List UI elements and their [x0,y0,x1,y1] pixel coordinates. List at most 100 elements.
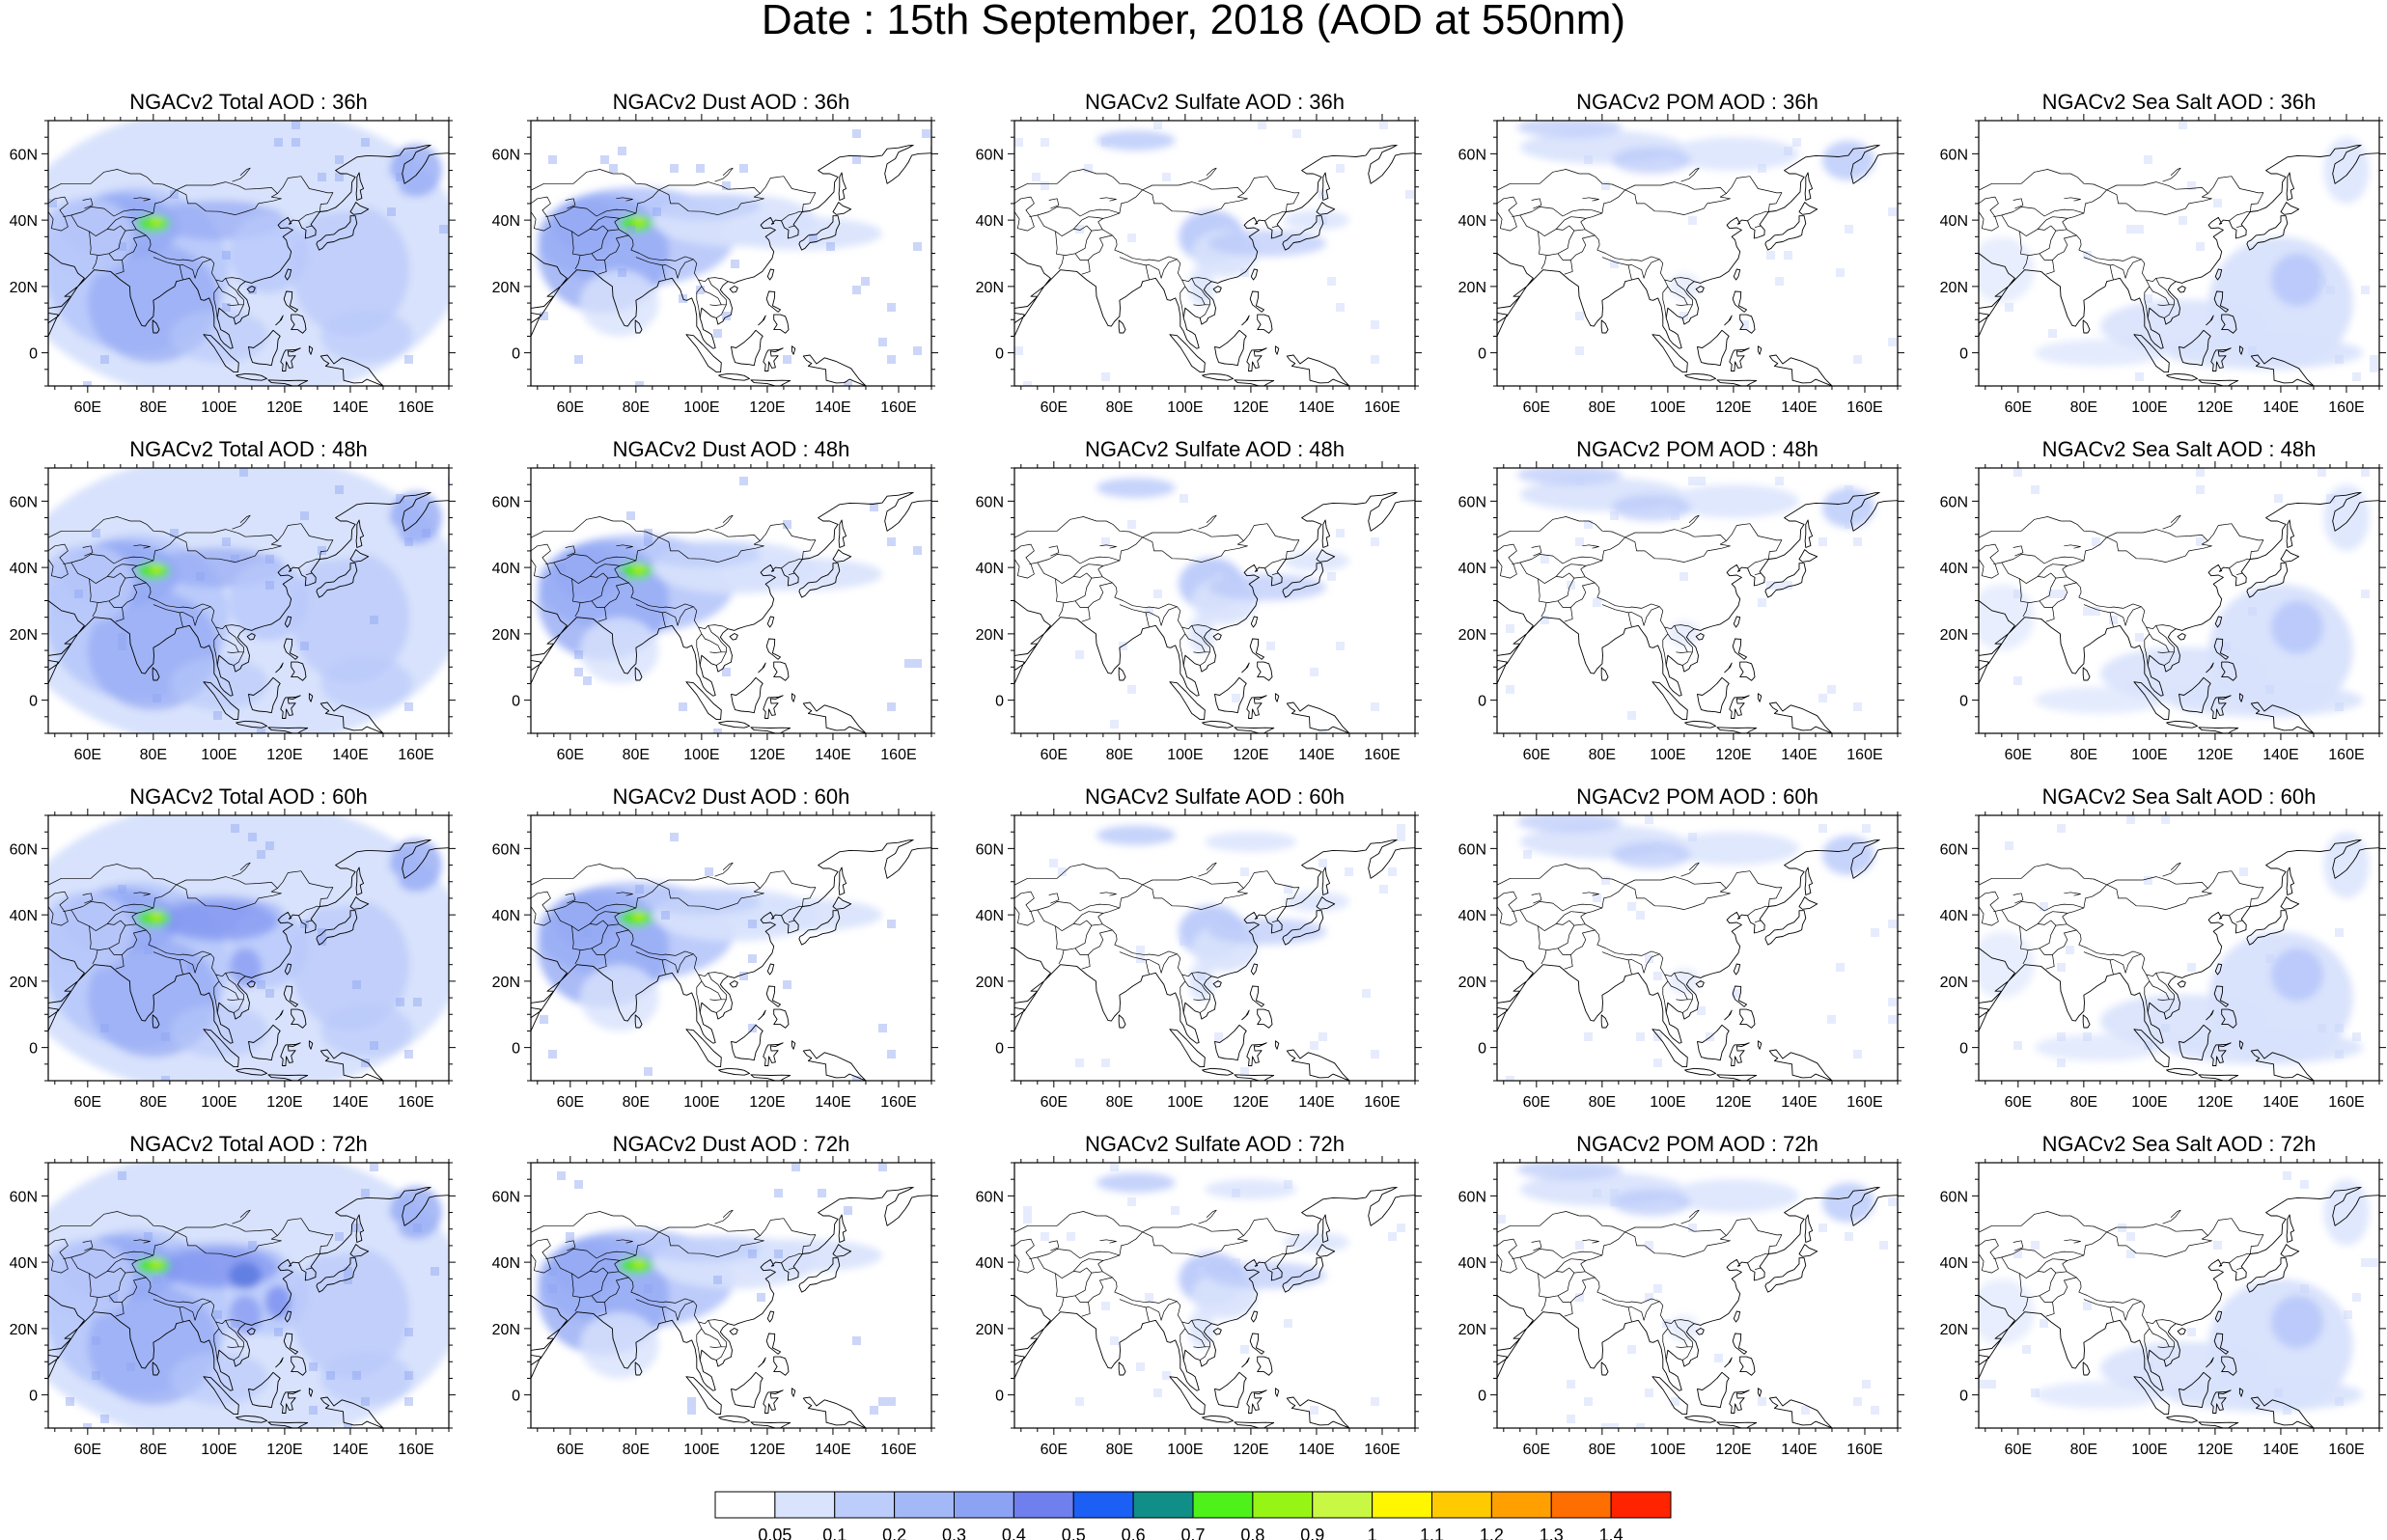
lon-tick-label: 80E [623,747,650,763]
lat-tick-label: 40N [492,1255,520,1272]
lon-tick-label: 140E [332,747,368,763]
lon-tick-label: 140E [1781,747,1817,763]
lat-tick-label: 20N [1940,975,1968,991]
panel-title: NGACv2 Dust AOD : 48h [613,437,850,461]
lat-tick-label: 60N [492,494,520,510]
lat-tick-label: 60N [1940,147,1968,163]
panel-title: NGACv2 Sulfate AOD : 36h [1085,90,1345,114]
lat-tick-label: 60N [10,147,38,163]
lat-tick-label: 20N [1458,627,1486,644]
colorbar-label: 1.4 [1599,1526,1624,1540]
lon-tick-label: 160E [880,399,916,416]
figure-title: Date : 15th September, 2018 (AOD at 550n… [761,0,1626,43]
lon-tick-label: 100E [1650,1094,1685,1111]
coastline-layer [1497,144,1898,386]
lat-tick-label: 20N [1458,1322,1486,1338]
lat-tick-label: 60N [10,1189,38,1205]
colorbar-swatch [1013,1491,1074,1519]
panel-title: NGACv2 Total AOD : 60h [129,784,368,809]
lon-tick-label: 160E [2328,399,2364,416]
lon-tick-label: 140E [815,1094,850,1111]
lon-tick-label: 140E [2262,399,2298,416]
panel-title: NGACv2 Sea Salt AOD : 36h [2042,90,2317,114]
coastline-layer [48,144,449,386]
lon-tick-label: 120E [266,399,302,416]
panel-title: NGACv2 POM AOD : 60h [1576,784,1818,809]
colorbar-label: 0.05 [758,1526,791,1540]
colorbar-swatch [1431,1491,1492,1519]
lon-tick-label: 100E [201,1442,236,1458]
lat-tick-label: 20N [492,1322,520,1338]
lon-tick-label: 160E [880,1094,916,1111]
lat-tick-label: 40N [492,561,520,577]
colorbar-label: 1.1 [1420,1526,1444,1540]
lat-tick-label: 40N [1940,213,1968,230]
lat-tick-label: 40N [492,908,520,924]
lon-tick-label: 140E [815,399,850,416]
lon-tick-label: 160E [880,747,916,763]
lon-tick-label: 140E [1298,1094,1334,1111]
lon-tick-label: 80E [2070,747,2097,763]
lon-tick-label: 100E [2131,1442,2167,1458]
lat-tick-label: 20N [1458,975,1486,991]
lat-tick-label: 0 [1959,1041,1968,1058]
lat-tick-label: 60N [976,147,1004,163]
lat-tick-label: 20N [10,975,38,991]
colorbar-label: 0.2 [882,1526,906,1540]
lat-tick-label: 20N [1940,280,1968,296]
lat-tick-label: 0 [1959,694,1968,710]
lon-tick-label: 140E [2262,1094,2298,1111]
colorbar-label: 0.5 [1062,1526,1086,1540]
lon-tick-label: 160E [2328,1442,2364,1458]
lat-tick-label: 0 [29,1389,38,1405]
lon-tick-label: 80E [2070,399,2097,416]
map-panel-dust-72h: NGACv2 Dust AOD : 72h 60E 80E 100E 120E 140E 1… [492,1132,938,1458]
lon-tick-label: 120E [2197,747,2233,763]
lon-tick-label: 100E [2131,1094,2167,1111]
lon-tick-label: 80E [1106,399,1133,416]
lon-tick-label: 100E [1167,1094,1203,1111]
lat-tick-label: 40N [1458,1255,1486,1272]
lon-tick-label: 60E [557,747,584,763]
lon-tick-label: 60E [1523,1094,1550,1111]
coastline-layer [1497,839,1898,1081]
lat-tick-label: 60N [1458,494,1486,510]
lon-tick-label: 60E [2005,1442,2032,1458]
lon-tick-label: 60E [557,1094,584,1111]
lon-tick-label: 80E [1589,399,1616,416]
map-panel-dust-36h: NGACv2 Dust AOD : 36h 60E 80E 100E 120E 140E 1… [492,90,938,416]
lon-tick-label: 100E [1167,1442,1203,1458]
panel-title: NGACv2 POM AOD : 36h [1576,90,1818,114]
lon-tick-label: 160E [2328,747,2364,763]
lon-tick-label: 120E [2197,1094,2233,1111]
coastline-layer [48,839,449,1081]
panel-title: NGACv2 Sea Salt AOD : 48h [2042,437,2317,461]
lon-tick-label: 120E [749,399,785,416]
lat-tick-label: 0 [1959,1389,1968,1405]
lon-tick-label: 160E [398,747,433,763]
lon-tick-label: 100E [683,1094,719,1111]
lon-tick-label: 120E [749,747,785,763]
lon-tick-label: 80E [140,399,167,416]
lon-tick-label: 140E [332,399,368,416]
lon-tick-label: 60E [1041,1094,1068,1111]
panel-title: NGACv2 Dust AOD : 60h [613,784,850,809]
lat-tick-label: 20N [492,975,520,991]
colorbar-swatch [1490,1491,1552,1519]
lat-tick-label: 0 [1478,694,1486,710]
lon-tick-label: 140E [1781,1094,1817,1111]
lon-tick-label: 160E [1364,1442,1400,1458]
map-panel-pom-48h: NGACv2 POM AOD : 48h 60E 80E 100E 120E 140E 16… [1458,437,1904,763]
lon-tick-label: 80E [623,1442,650,1458]
lon-tick-label: 100E [1650,747,1685,763]
lon-tick-label: 60E [74,1442,101,1458]
colorbar-swatch [1192,1491,1254,1519]
lon-tick-label: 80E [140,747,167,763]
colorbar-swatch [1372,1491,1432,1519]
panel-title: NGACv2 Sea Salt AOD : 60h [2042,784,2317,809]
lon-tick-label: 100E [2131,747,2167,763]
lat-tick-label: 0 [29,694,38,710]
lon-tick-label: 100E [1167,747,1203,763]
map-panel-total-60h: NGACv2 Total AOD : 60h 60E 80E 100E 120E 140E… [10,784,456,1111]
panel-title: NGACv2 Dust AOD : 72h [613,1132,850,1156]
